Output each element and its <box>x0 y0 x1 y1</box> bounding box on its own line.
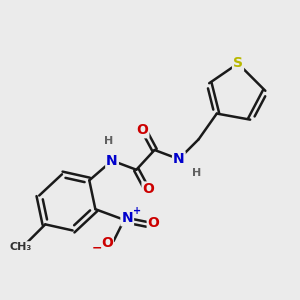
Text: O: O <box>136 123 148 137</box>
Text: O: O <box>101 236 113 250</box>
Text: N: N <box>106 154 118 168</box>
Text: +: + <box>133 206 141 216</box>
Text: N: N <box>173 152 184 166</box>
Text: CH₃: CH₃ <box>10 242 32 252</box>
Text: −: − <box>92 241 102 254</box>
Text: H: H <box>104 136 114 146</box>
Text: N: N <box>122 211 133 225</box>
Text: S: S <box>233 56 243 70</box>
Text: O: O <box>142 182 154 197</box>
Text: O: O <box>148 216 160 230</box>
Text: H: H <box>192 168 202 178</box>
